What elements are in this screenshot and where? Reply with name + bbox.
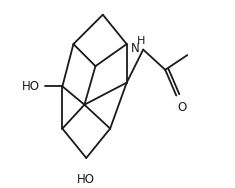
Text: N: N — [131, 42, 140, 55]
Text: O: O — [177, 101, 186, 114]
Text: H: H — [137, 36, 145, 46]
Text: HO: HO — [77, 173, 95, 186]
Text: HO: HO — [22, 80, 40, 93]
